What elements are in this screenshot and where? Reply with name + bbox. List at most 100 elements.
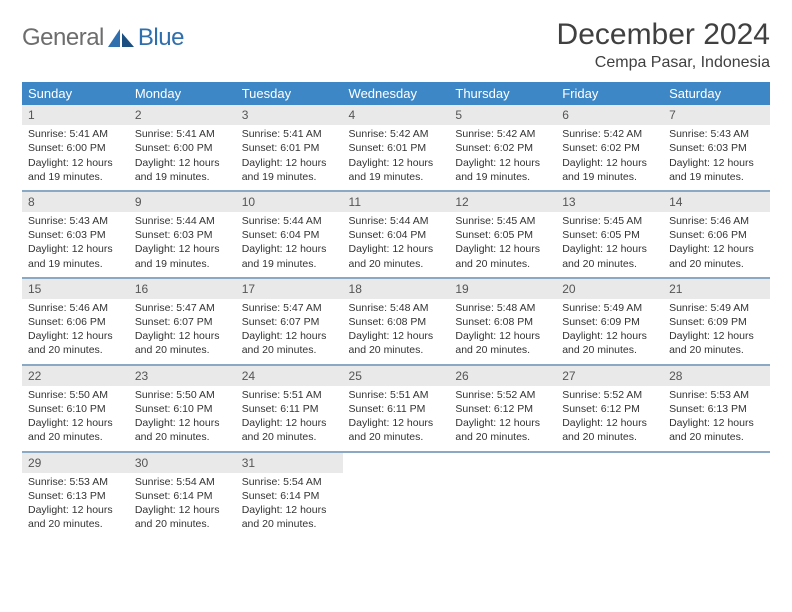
daylight-value-a: 12 hours [713, 417, 754, 429]
sunrise-label: Sunrise: [349, 215, 390, 227]
sunset-value: 6:06 PM [708, 229, 747, 241]
daylight-line-1: Daylight: 12 hours [242, 242, 337, 256]
daylight-line-2: and 20 minutes. [562, 343, 657, 357]
day-body: Sunrise: 5:52 AMSunset: 6:12 PMDaylight:… [449, 386, 556, 451]
sunset-line: Sunset: 6:09 PM [562, 315, 657, 329]
calendar-day-cell: 6Sunrise: 5:42 AMSunset: 6:02 PMDaylight… [556, 105, 663, 191]
daylight-line-2: and 20 minutes. [562, 257, 657, 271]
daylight-label: Daylight: [135, 157, 179, 169]
sunset-value: 6:11 PM [387, 403, 425, 415]
daylight-line-1: Daylight: 12 hours [28, 242, 123, 256]
sunset-line: Sunset: 6:02 PM [455, 141, 550, 155]
daylight-line-1: Daylight: 12 hours [135, 156, 230, 170]
calendar-day-cell: 4Sunrise: 5:42 AMSunset: 6:01 PMDaylight… [343, 105, 450, 191]
sunset-line: Sunset: 6:13 PM [669, 402, 764, 416]
daylight-line-1: Daylight: 12 hours [28, 416, 123, 430]
daylight-line-1: Daylight: 12 hours [562, 242, 657, 256]
daylight-value-a: 12 hours [285, 243, 326, 255]
calendar-day-cell: 11Sunrise: 5:44 AMSunset: 6:04 PMDayligh… [343, 191, 450, 278]
sunrise-value: 5:44 AM [283, 215, 322, 227]
daylight-value-a: 12 hours [499, 417, 540, 429]
sunset-label: Sunset: [562, 316, 601, 328]
sunrise-label: Sunrise: [669, 128, 710, 140]
daylight-value-a: 12 hours [72, 330, 113, 342]
calendar-day-cell: 9Sunrise: 5:44 AMSunset: 6:03 PMDaylight… [129, 191, 236, 278]
sunrise-line: Sunrise: 5:49 AM [562, 301, 657, 315]
sunset-value: 6:14 PM [280, 490, 319, 502]
sunrise-label: Sunrise: [242, 389, 283, 401]
daylight-line-2: and 20 minutes. [242, 430, 337, 444]
sunset-label: Sunset: [349, 142, 388, 154]
calendar-week-row: 29Sunrise: 5:53 AMSunset: 6:13 PMDayligh… [22, 452, 770, 538]
sunset-value: 6:04 PM [280, 229, 319, 241]
calendar-day-cell: 3Sunrise: 5:41 AMSunset: 6:01 PMDaylight… [236, 105, 343, 191]
day-body: Sunrise: 5:51 AMSunset: 6:11 PMDaylight:… [343, 386, 450, 451]
day-body: Sunrise: 5:48 AMSunset: 6:08 PMDaylight:… [343, 299, 450, 364]
daylight-label: Daylight: [242, 330, 286, 342]
sunset-label: Sunset: [242, 229, 281, 241]
daylight-value-a: 12 hours [179, 504, 220, 516]
daylight-label: Daylight: [242, 417, 286, 429]
sunset-value: 6:13 PM [67, 490, 106, 502]
sunset-value: 6:11 PM [280, 403, 318, 415]
calendar-day-cell: 2Sunrise: 5:41 AMSunset: 6:00 PMDaylight… [129, 105, 236, 191]
day-body: Sunrise: 5:41 AMSunset: 6:00 PMDaylight:… [129, 125, 236, 190]
daylight-line-1: Daylight: 12 hours [562, 329, 657, 343]
daylight-label: Daylight: [242, 504, 286, 516]
sunrise-line: Sunrise: 5:45 AM [562, 214, 657, 228]
sunset-value: 6:09 PM [601, 316, 640, 328]
day-body: Sunrise: 5:47 AMSunset: 6:07 PMDaylight:… [236, 299, 343, 364]
daylight-line-1: Daylight: 12 hours [349, 329, 444, 343]
day-body: Sunrise: 5:49 AMSunset: 6:09 PMDaylight:… [663, 299, 770, 364]
sunset-label: Sunset: [562, 403, 601, 415]
sunrise-line: Sunrise: 5:45 AM [455, 214, 550, 228]
sunrise-label: Sunrise: [28, 476, 69, 488]
calendar-day-cell: 25Sunrise: 5:51 AMSunset: 6:11 PMDayligh… [343, 365, 450, 452]
sunset-label: Sunset: [669, 229, 708, 241]
sunrise-line: Sunrise: 5:48 AM [349, 301, 444, 315]
daylight-line-2: and 20 minutes. [28, 343, 123, 357]
daylight-line-1: Daylight: 12 hours [28, 503, 123, 517]
sunrise-line: Sunrise: 5:51 AM [349, 388, 444, 402]
daylight-line-2: and 19 minutes. [562, 170, 657, 184]
sunset-line: Sunset: 6:00 PM [28, 141, 123, 155]
day-number-bar: 24 [236, 366, 343, 386]
daylight-value-a: 12 hours [72, 417, 113, 429]
logo: General Blue [22, 18, 184, 52]
sunset-line: Sunset: 6:01 PM [242, 141, 337, 155]
daylight-line-2: and 20 minutes. [455, 257, 550, 271]
day-number-bar: 17 [236, 279, 343, 299]
sunset-label: Sunset: [28, 142, 67, 154]
daylight-value-a: 12 hours [606, 417, 647, 429]
daylight-value-a: 12 hours [713, 330, 754, 342]
sunrise-value: 5:43 AM [69, 215, 108, 227]
day-number-bar: 28 [663, 366, 770, 386]
day-body: Sunrise: 5:52 AMSunset: 6:12 PMDaylight:… [556, 386, 663, 451]
day-number-bar [556, 453, 663, 473]
day-number-bar: 30 [129, 453, 236, 473]
sunrise-line: Sunrise: 5:48 AM [455, 301, 550, 315]
sunset-line: Sunset: 6:07 PM [135, 315, 230, 329]
day-body: Sunrise: 5:53 AMSunset: 6:13 PMDaylight:… [663, 386, 770, 451]
sunrise-value: 5:54 AM [283, 476, 322, 488]
daylight-value-a: 12 hours [179, 243, 220, 255]
daylight-value-a: 12 hours [72, 243, 113, 255]
calendar-day-cell: 31Sunrise: 5:54 AMSunset: 6:14 PMDayligh… [236, 452, 343, 538]
daylight-line-1: Daylight: 12 hours [349, 242, 444, 256]
daylight-label: Daylight: [669, 417, 713, 429]
sunset-value: 6:03 PM [708, 142, 747, 154]
sunrise-line: Sunrise: 5:43 AM [669, 127, 764, 141]
daylight-line-1: Daylight: 12 hours [28, 329, 123, 343]
daylight-value-a: 12 hours [285, 330, 326, 342]
sunset-label: Sunset: [455, 316, 494, 328]
sunset-label: Sunset: [28, 403, 67, 415]
day-number-bar: 5 [449, 105, 556, 125]
daylight-line-2: and 20 minutes. [455, 430, 550, 444]
sunset-label: Sunset: [28, 316, 67, 328]
daylight-value-a: 12 hours [72, 157, 113, 169]
calendar-day-cell: 30Sunrise: 5:54 AMSunset: 6:14 PMDayligh… [129, 452, 236, 538]
daylight-line-1: Daylight: 12 hours [242, 156, 337, 170]
daylight-line-1: Daylight: 12 hours [242, 329, 337, 343]
sunrise-line: Sunrise: 5:41 AM [135, 127, 230, 141]
day-number-bar: 12 [449, 192, 556, 212]
